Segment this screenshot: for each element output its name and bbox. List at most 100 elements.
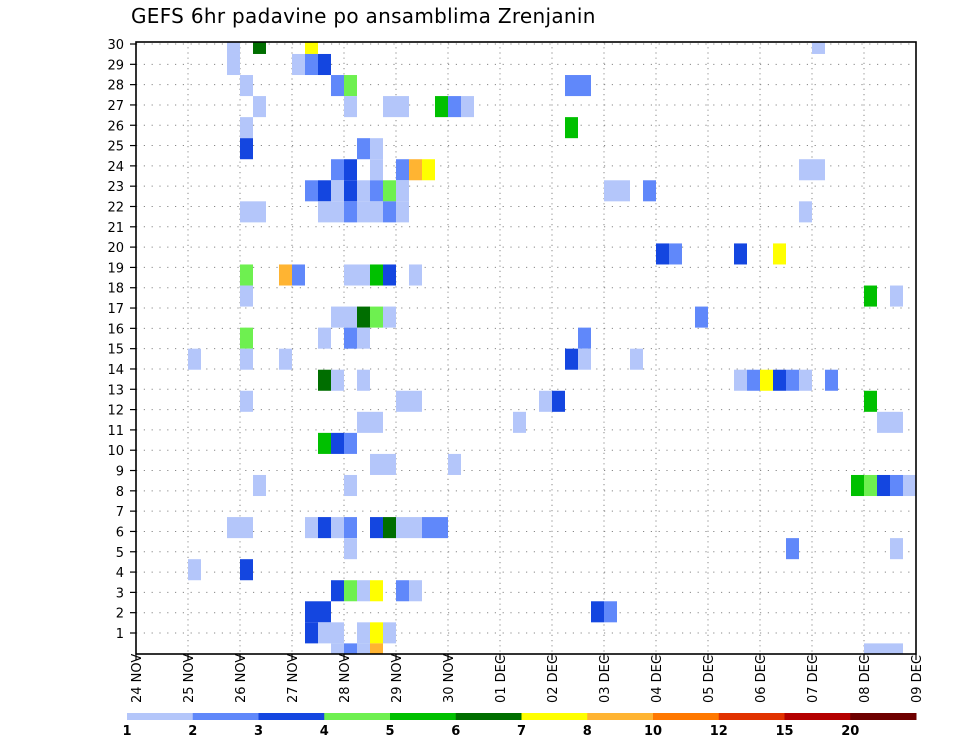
heatmap-cell xyxy=(552,390,565,412)
heatmap-cell xyxy=(305,517,318,539)
colorbar-label: 7 xyxy=(517,724,526,739)
heatmap-cell xyxy=(344,432,357,454)
y-tick-label: 29 xyxy=(107,58,124,73)
heatmap-cell xyxy=(318,201,331,223)
y-tick-label: 19 xyxy=(107,261,124,276)
heatmap-cell xyxy=(617,180,630,202)
y-tick-label: 25 xyxy=(107,140,124,155)
heatmap-cell xyxy=(331,201,344,223)
heatmap-cell xyxy=(331,580,344,602)
heatmap-cell xyxy=(890,285,903,307)
heatmap-cell xyxy=(357,264,370,286)
x-tick-label: 27 NOV xyxy=(286,654,301,703)
heatmap-cell xyxy=(279,264,292,286)
heatmap-cell xyxy=(890,538,903,560)
heatmap-cell xyxy=(903,474,916,497)
heatmap-cell xyxy=(812,159,825,181)
heatmap-cell xyxy=(344,517,357,539)
x-tick-label: 24 NOV xyxy=(130,654,145,703)
heatmap-cell xyxy=(864,390,877,412)
heatmap-cell xyxy=(240,264,253,286)
axes: 1234567891011121314151617181920212223242… xyxy=(107,38,925,703)
x-tick-label: 08 DEC xyxy=(858,655,873,703)
heatmap-cell xyxy=(747,369,760,391)
heatmap-cell xyxy=(240,75,253,97)
heatmap-cell xyxy=(318,369,331,391)
heatmap-cell xyxy=(513,411,526,433)
y-tick-label: 15 xyxy=(107,343,124,358)
y-tick-label: 13 xyxy=(107,383,124,398)
chart-title: GEFS 6hr padavine po ansamblima Zrenjani… xyxy=(131,4,596,28)
heatmap-cell xyxy=(331,180,344,202)
heatmap-cell xyxy=(344,180,357,202)
x-tick-label: 02 DEC xyxy=(546,655,561,703)
heatmap-cell xyxy=(344,159,357,181)
colorbar-label: 3 xyxy=(254,724,263,739)
heatmap-cell xyxy=(357,327,370,349)
colorbar-label: 20 xyxy=(841,724,859,739)
heatmap-cell xyxy=(448,453,461,475)
heatmap-cell xyxy=(240,201,253,223)
heatmap-cell xyxy=(370,306,383,328)
heatmap-cell xyxy=(578,327,591,349)
x-tick-label: 09 DEC xyxy=(910,655,925,703)
heatmap-cell xyxy=(656,243,669,265)
heatmap-cell xyxy=(344,474,357,497)
grid-lines xyxy=(136,42,916,654)
heatmap-cell xyxy=(396,201,409,223)
y-tick-label: 3 xyxy=(116,586,124,601)
x-tick-label: 29 NOV xyxy=(390,654,405,703)
heatmap-cell xyxy=(240,327,253,349)
heatmap-cell xyxy=(318,601,331,623)
x-tick-label: 30 NOV xyxy=(442,654,457,703)
heatmap-cell xyxy=(253,42,266,54)
cells xyxy=(188,42,916,654)
heatmap-cell xyxy=(305,53,318,76)
colorbar-label: 5 xyxy=(385,724,394,739)
heatmap-cell xyxy=(240,285,253,307)
heatmap-cell xyxy=(565,75,578,97)
y-tick-label: 5 xyxy=(116,546,124,561)
y-tick-label: 1 xyxy=(116,627,124,642)
colorbar-label: 1 xyxy=(122,724,131,739)
heatmap-cell xyxy=(188,348,201,370)
heatmap-cell xyxy=(292,264,305,286)
heatmap-cell xyxy=(370,138,383,160)
heatmap-cell xyxy=(370,643,383,654)
heatmap-cell xyxy=(240,117,253,139)
heatmap-cell xyxy=(851,474,864,497)
heatmap-cell xyxy=(357,369,370,391)
y-tick-label: 7 xyxy=(116,505,124,520)
heatmap-cell xyxy=(240,559,253,581)
heatmap-cell xyxy=(344,580,357,602)
heatmap-cell xyxy=(409,390,422,412)
heatmap-cell xyxy=(305,180,318,202)
heatmap-cell xyxy=(864,474,877,497)
heatmap-cell xyxy=(383,453,396,475)
heatmap-cell xyxy=(383,622,396,644)
heatmap-cell xyxy=(370,517,383,539)
heatmap-cell xyxy=(409,159,422,181)
heatmap-cell xyxy=(890,643,903,654)
heatmap-cell xyxy=(370,180,383,202)
colorbar-segment xyxy=(324,713,391,720)
colorbar-segment xyxy=(784,713,851,720)
heatmap-cell xyxy=(370,622,383,644)
heatmap-cell xyxy=(643,180,656,202)
heatmap-cell xyxy=(409,580,422,602)
heatmap-cell xyxy=(773,243,786,265)
heatmap-cell xyxy=(383,180,396,202)
plot-frame xyxy=(135,41,917,655)
colorbar-label: 4 xyxy=(320,724,329,739)
colorbar-segment xyxy=(390,713,457,720)
y-tick-label: 21 xyxy=(107,221,124,236)
y-tick-label: 14 xyxy=(107,363,124,378)
colorbar-segment xyxy=(850,713,917,720)
x-tick-label: 28 NOV xyxy=(338,654,353,703)
heatmap-cell xyxy=(357,643,370,654)
y-tick-label: 16 xyxy=(107,322,124,337)
heatmap-cell xyxy=(396,96,409,118)
heatmap-cell xyxy=(669,243,682,265)
heatmap-cell xyxy=(422,159,435,181)
heatmap-cell xyxy=(240,138,253,160)
